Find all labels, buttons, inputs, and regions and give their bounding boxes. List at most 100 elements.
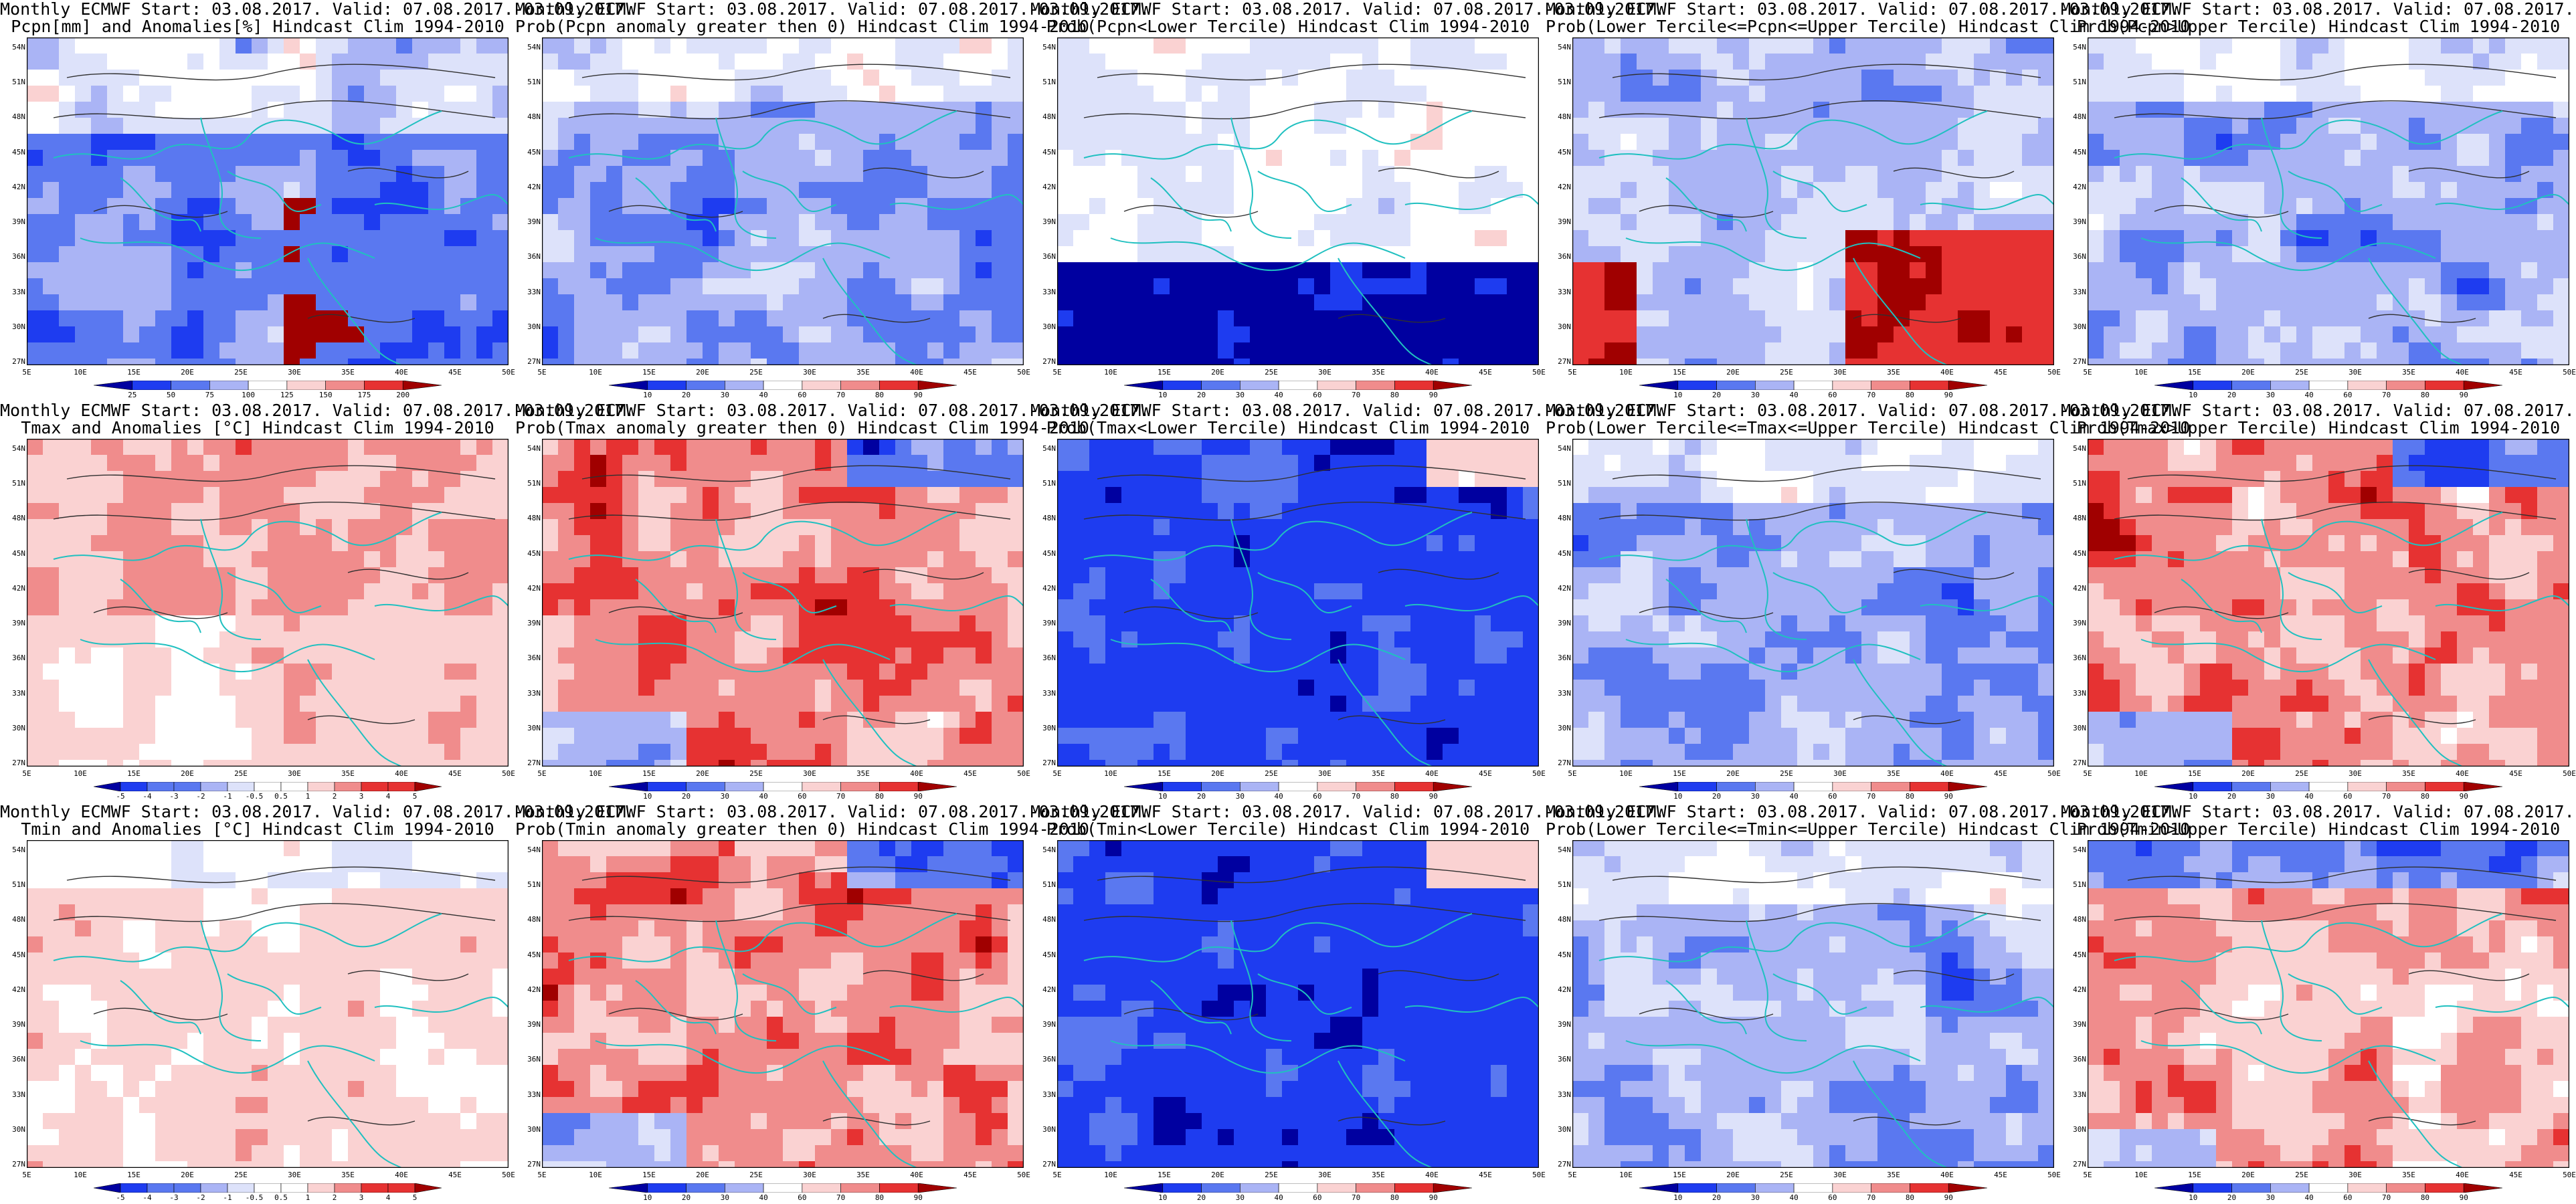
field-cell — [767, 54, 784, 70]
field-cell — [2553, 150, 2569, 167]
field-cell — [606, 182, 623, 199]
field-cell — [2104, 359, 2120, 365]
field-cell — [2248, 230, 2265, 247]
field-cell — [2425, 230, 2442, 247]
lat-label: 45N — [527, 548, 541, 558]
field-cell — [1330, 102, 1347, 118]
field-cell — [2006, 166, 2023, 183]
field-cell — [2038, 86, 2054, 102]
colorbar-swatch — [1317, 380, 1356, 391]
field-cell — [1507, 134, 1524, 150]
field-cell — [252, 86, 268, 102]
lon-label: 20E — [1726, 368, 1740, 377]
field-cell — [895, 70, 912, 86]
field-cell — [1765, 359, 1782, 365]
field-cell — [1653, 54, 1669, 70]
field-cell — [879, 487, 896, 504]
field-cell — [332, 278, 349, 295]
field-cell — [252, 54, 268, 70]
field-cell — [815, 535, 832, 552]
field-cell — [992, 166, 1008, 183]
field-cell — [831, 86, 848, 102]
field-cell — [1733, 359, 1750, 365]
colorbar-swatch — [361, 781, 389, 792]
coastline — [2181, 177, 2262, 232]
field-cell — [590, 535, 607, 552]
lat-label: 33N — [2073, 287, 2086, 296]
field-cell — [895, 198, 912, 215]
field-cell — [1974, 230, 1991, 247]
field-cell — [1685, 246, 1701, 263]
field-cell — [171, 519, 188, 536]
colorbar-label: 20 — [2227, 391, 2237, 399]
field-cell — [444, 294, 461, 311]
field-cell — [75, 631, 92, 648]
field-cell — [1990, 230, 2007, 247]
field-cell — [2296, 182, 2313, 199]
field-cell — [1701, 102, 1718, 118]
field-cell — [2553, 37, 2569, 54]
field-cell — [1926, 359, 1942, 365]
field-cell — [316, 54, 333, 70]
field-cell — [751, 54, 767, 70]
field-cell — [300, 342, 316, 359]
field-cell — [27, 712, 43, 728]
field-cell — [348, 198, 365, 215]
field-cell — [1121, 230, 1138, 247]
field-cell — [2006, 134, 2023, 150]
field-cell — [1588, 86, 1605, 102]
field-cell — [300, 744, 316, 761]
field-cell — [927, 37, 944, 54]
field-cell — [751, 230, 767, 247]
field-cell — [2553, 294, 2569, 311]
lon-label: 25E — [749, 368, 763, 377]
field-cell — [316, 615, 333, 632]
field-cell — [2409, 37, 2425, 54]
field-cell — [1202, 182, 1218, 199]
field-cell — [1394, 503, 1411, 520]
field-cell — [1958, 198, 1974, 215]
field-cell — [1105, 246, 1122, 263]
field-cell — [654, 744, 671, 761]
field-cell — [1621, 294, 1637, 311]
colorbar-swatch — [1871, 380, 1910, 391]
field-cell — [654, 246, 671, 263]
lat-label: 36N — [527, 654, 541, 663]
field-cell — [1073, 342, 1090, 359]
lat-label: 27N — [527, 759, 541, 767]
field-cell — [476, 86, 493, 102]
field-cell — [1958, 86, 1974, 102]
field-cell — [558, 230, 575, 247]
field-cell — [2296, 359, 2313, 365]
field-cell — [943, 647, 960, 664]
field-cell — [59, 310, 76, 327]
field-cell — [1394, 262, 1411, 279]
field-cell — [1410, 54, 1427, 70]
field-cell — [2264, 37, 2281, 54]
field-cell — [1894, 182, 1910, 199]
field-cell — [43, 680, 60, 696]
field-cell — [460, 359, 477, 365]
field-cell — [380, 455, 397, 472]
colorbar-label: -2 — [196, 792, 205, 801]
field-cell — [492, 134, 509, 150]
field-cell — [1813, 342, 1830, 359]
field-cell — [1057, 294, 1074, 311]
lat-label: 42N — [1042, 583, 1056, 593]
field-cell — [59, 712, 76, 728]
coastline — [2435, 194, 2569, 210]
field-cell — [895, 86, 912, 102]
field-cell — [1765, 102, 1782, 118]
lon-label: 20E — [181, 368, 194, 377]
field-cell — [2216, 342, 2233, 359]
field-cell — [460, 615, 477, 632]
isoline — [2114, 100, 2557, 120]
field-cell — [1394, 54, 1411, 70]
field-cell — [1410, 118, 1427, 134]
field-cell — [2361, 166, 2377, 183]
field-cell — [2022, 310, 2039, 327]
field-cell — [911, 680, 928, 696]
field-cell — [1491, 134, 1507, 150]
field-cell — [2264, 230, 2281, 247]
field-cell — [364, 310, 381, 327]
